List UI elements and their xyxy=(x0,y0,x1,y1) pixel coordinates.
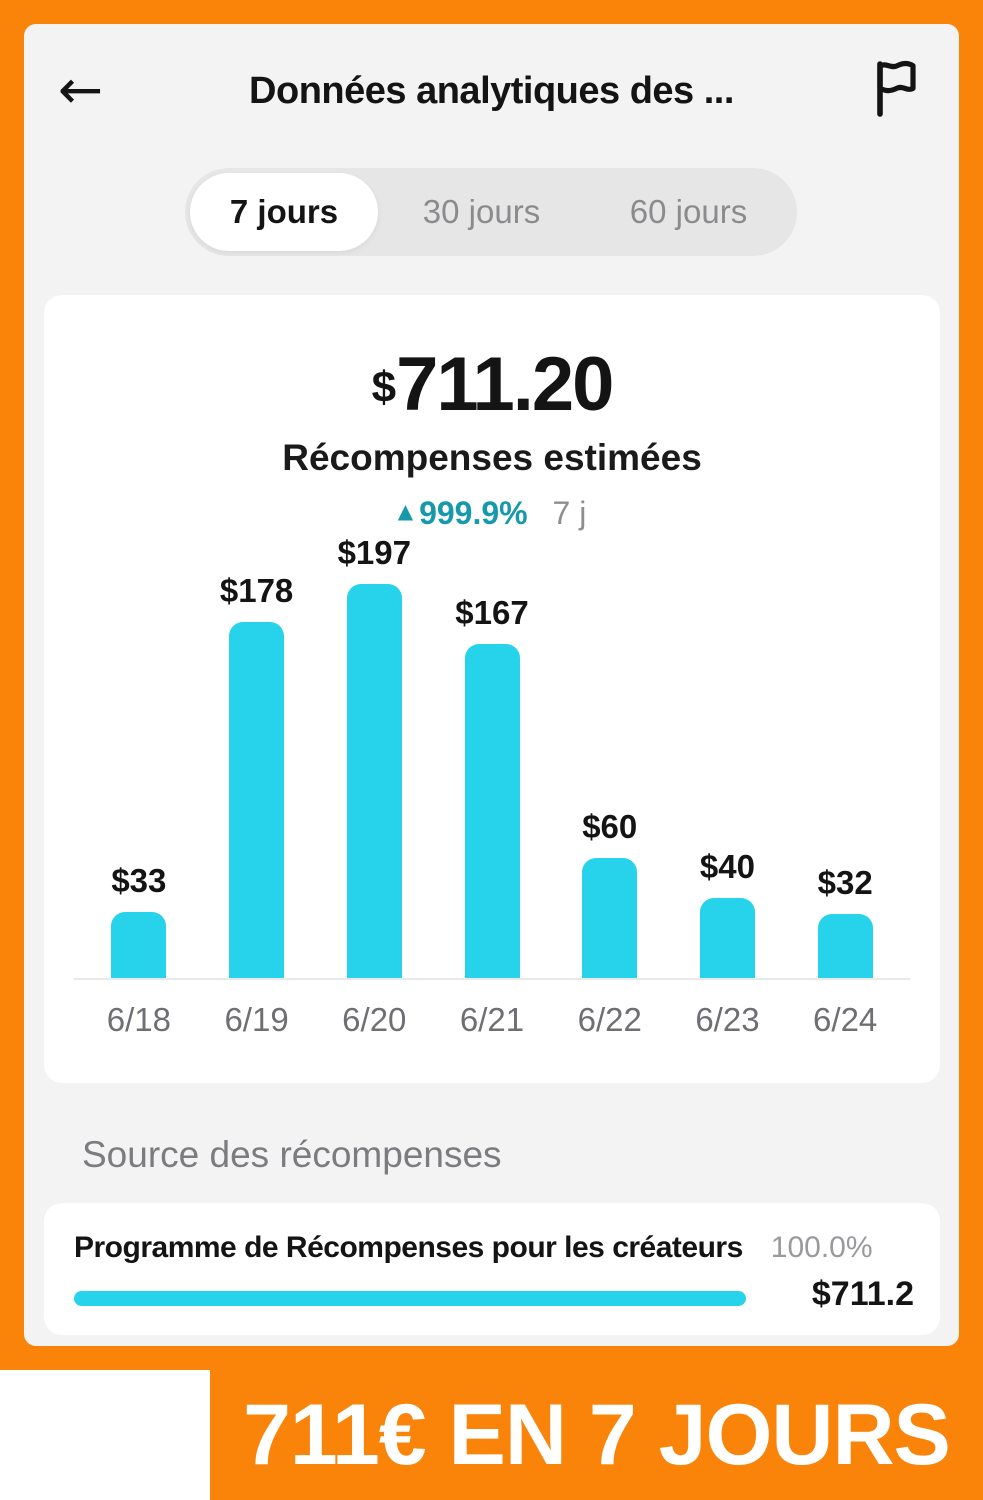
bar-value-label: $197 xyxy=(337,534,411,571)
chart-column: $178 xyxy=(198,518,316,978)
trend-up-icon: ▲ xyxy=(397,499,414,523)
period-tabs: 7 jours 30 jours 60 jours xyxy=(185,168,797,256)
chart-column: $33 xyxy=(80,518,198,978)
chart-bar[interactable] xyxy=(582,858,638,978)
amount-value: 711.20 xyxy=(396,342,614,427)
chart-column: $197 xyxy=(315,518,433,978)
chart-bar[interactable] xyxy=(111,912,167,978)
x-axis-tick-label: 6/24 xyxy=(813,1001,878,1038)
currency-symbol: $ xyxy=(371,363,397,412)
program-percent: 100.0% xyxy=(770,1231,873,1264)
tab-60-days[interactable]: 60 jours xyxy=(629,193,748,230)
x-axis-tick-label: 6/22 xyxy=(577,1001,642,1038)
bar-value-label: $178 xyxy=(219,572,294,609)
bar-value-label: $33 xyxy=(111,862,167,899)
change-percent: 999.9% xyxy=(419,495,528,531)
bar-value-label: $167 xyxy=(455,594,529,631)
x-axis-tick-label: 6/21 xyxy=(459,1001,525,1038)
promo-banner-text: 711€ EN 7 JOURS xyxy=(243,1386,951,1483)
tab-30-days[interactable]: 30 jours xyxy=(422,193,541,230)
chart-bar[interactable] xyxy=(464,644,520,978)
flag-button[interactable] xyxy=(870,56,922,120)
estimated-rewards-label: Récompenses estimées xyxy=(282,437,702,478)
bar-value-label: $32 xyxy=(817,864,873,901)
x-axis-tick-label: 6/23 xyxy=(695,1001,760,1038)
x-axis-tick-label: 6/20 xyxy=(342,1001,407,1038)
back-button[interactable]: ← xyxy=(58,58,104,121)
chart-bar[interactable] xyxy=(346,584,402,978)
change-indicator: ▲ 999.9% 7 j xyxy=(44,495,940,532)
chart-column: $40 xyxy=(669,518,787,978)
x-axis-labels: 6/18 6/19 6/20 6/21 6/22 6/23 6/24 xyxy=(80,1001,904,1039)
bar-value-label: $60 xyxy=(582,808,638,845)
banner-left-spacer xyxy=(0,1370,210,1500)
app-screenshot: ← Données analytiques des ... 7 jours 30… xyxy=(24,24,959,1346)
chart-column: $60 xyxy=(551,518,669,978)
rewards-chart-card: $711.20 Récompenses estimées ▲ 999.9% 7 j… xyxy=(44,295,940,1083)
chart-column: $167 xyxy=(433,518,551,978)
x-axis-tick-label: 6/19 xyxy=(224,1001,289,1038)
estimated-rewards-amount: $711.20 xyxy=(44,347,940,423)
x-axis-line xyxy=(74,978,910,980)
program-row: Programme de Récompenses pour les créate… xyxy=(74,1231,910,1265)
chart-bar[interactable] xyxy=(229,622,285,978)
x-axis-tick-label: 6/18 xyxy=(106,1001,171,1038)
progress-bar xyxy=(74,1291,746,1306)
bar-value-label: $40 xyxy=(699,848,755,885)
chart-bar[interactable] xyxy=(817,914,873,978)
program-amount: $711.2 xyxy=(811,1275,914,1313)
change-period: 7 j xyxy=(552,495,587,531)
source-section-heading: Source des récompenses xyxy=(82,1134,502,1175)
chart-column: $32 xyxy=(786,518,904,978)
tab-7-days[interactable]: 7 jours xyxy=(190,173,378,251)
page-title: Données analytiques des ... xyxy=(249,70,734,112)
source-card: Programme de Récompenses pour les créate… xyxy=(44,1203,940,1335)
flag-icon xyxy=(870,60,922,124)
chart-bar[interactable] xyxy=(699,898,755,978)
promo-banner: 711€ EN 7 JOURS xyxy=(210,1370,983,1500)
program-label: Programme de Récompenses pour les créate… xyxy=(74,1231,743,1264)
bar-chart: $33 $178 $197 $167 $60 $40 $32 xyxy=(80,518,904,978)
